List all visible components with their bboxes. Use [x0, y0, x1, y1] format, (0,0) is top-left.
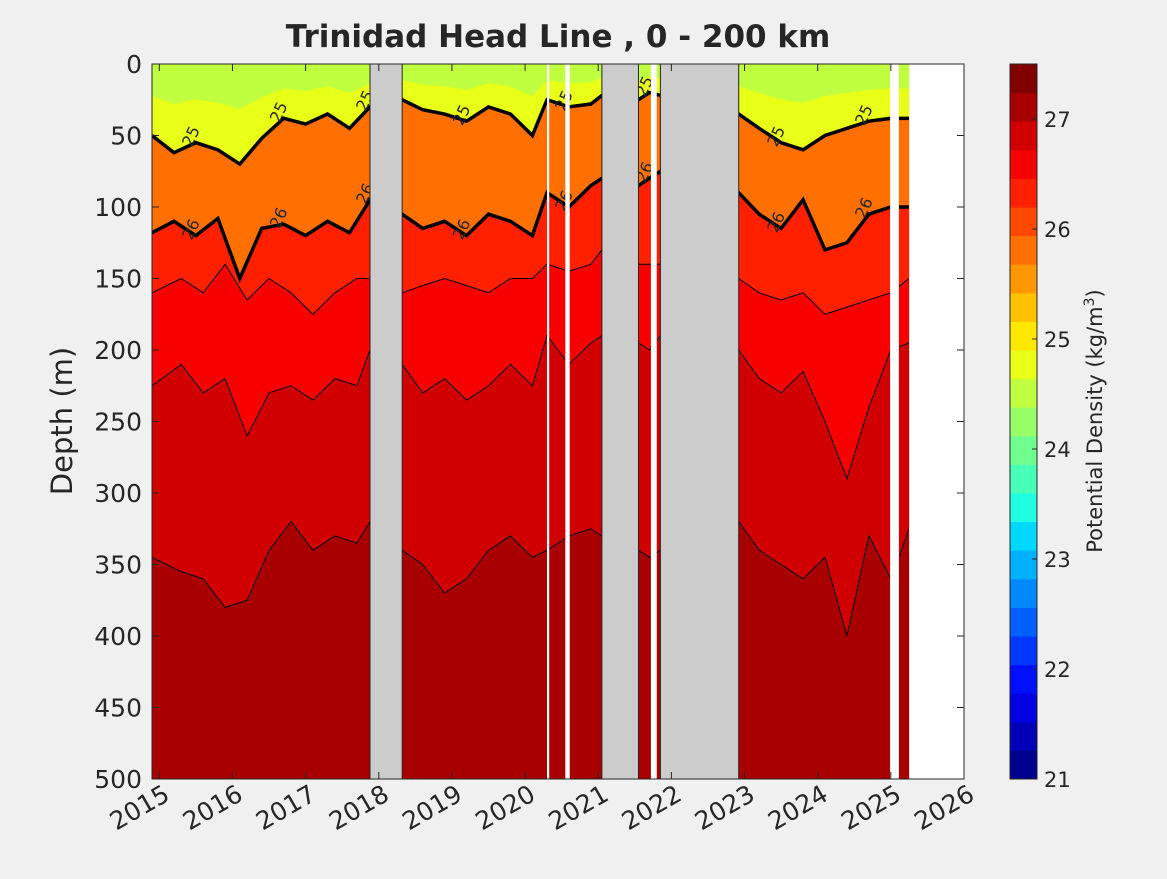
x-tick-label: 2025 [836, 779, 906, 836]
colorbar-step [1010, 235, 1037, 265]
colorbar-frame [1009, 63, 1038, 780]
contour-line-25 [152, 90, 910, 167]
contour-line-26-75 [152, 334, 910, 481]
colorbar-step [1010, 64, 1037, 94]
colorbar-tick-label: 25 [1044, 328, 1071, 352]
y-tick-label: 450 [94, 694, 142, 723]
colorbar-step [1010, 292, 1037, 322]
colorbar-step [1010, 178, 1037, 208]
colorbar-tick-label: 24 [1044, 438, 1071, 462]
y-tick-label: 500 [94, 765, 142, 794]
contour-line-26 [152, 169, 910, 284]
contour-line-26-5 [152, 249, 910, 315]
x-tick-label: 2017 [251, 779, 321, 836]
chart-title: Trinidad Head Line , 0 - 200 km [286, 19, 831, 55]
survey-gap [601, 64, 639, 779]
colorbar-label-superscript: 3 [1082, 297, 1098, 306]
colorbar-step [1010, 264, 1037, 294]
x-tick-label: 2026 [909, 779, 979, 836]
y-tick-label: 0 [126, 50, 142, 79]
y-tick-label: 250 [94, 408, 142, 437]
colorbar-tick-label: 23 [1044, 548, 1071, 572]
no-data-region [565, 64, 570, 779]
survey-gap [659, 64, 740, 779]
survey-gap [369, 64, 403, 779]
colorbar-step [1010, 493, 1037, 523]
colorbar-step [1010, 321, 1037, 351]
no-data-region [909, 64, 964, 779]
y-tick-label: 200 [94, 336, 142, 365]
x-tick-label: 2016 [178, 779, 248, 836]
colorbar-step [1010, 407, 1037, 437]
colorbar: 21 22 23 24 25 26 27 [1009, 63, 1071, 792]
no-data-region [547, 64, 550, 779]
colorbar-step [1010, 435, 1037, 465]
colorbar-label-text: Potential Density (kg/m [1083, 306, 1107, 552]
colorbar-step [1010, 521, 1037, 551]
x-tick-label: 2021 [544, 779, 614, 836]
colorbar-step [1010, 550, 1037, 580]
colorbar-step [1010, 464, 1037, 494]
colorbar-tick-label: 27 [1044, 108, 1071, 132]
colorbar-tick-label: 22 [1044, 658, 1071, 682]
colorbar-step [1010, 350, 1037, 380]
colorbar-step [1010, 149, 1037, 179]
y-tick-label: 300 [94, 479, 142, 508]
no-data-region [650, 64, 657, 779]
colorbar-label: Potential Density (kg/m3) [1082, 289, 1107, 553]
colorbar-step [1010, 578, 1037, 608]
y-axis: 0 50 100 150 200 250 300 350 400 450 500 [94, 50, 964, 794]
y-tick-label: 400 [94, 622, 142, 651]
colorbar-step [1010, 721, 1037, 751]
colorbar-step [1010, 92, 1037, 122]
colorbar-step [1010, 207, 1037, 237]
x-tick-label: 2022 [617, 779, 687, 836]
x-tick-label: 2019 [397, 779, 467, 836]
colorbar-step [1010, 693, 1037, 723]
y-tick-label: 100 [94, 193, 142, 222]
x-tick-label: 2024 [763, 779, 833, 836]
no-data-region [890, 64, 899, 779]
contour-line-26-95 [152, 520, 910, 637]
x-tick-label: 2020 [470, 779, 540, 836]
colorbar-tick-label: 21 [1044, 768, 1071, 792]
colorbar-step [1010, 636, 1037, 666]
x-tick-label: 2023 [690, 779, 760, 836]
y-tick-label: 150 [94, 265, 142, 294]
colorbar-tick-label: 26 [1044, 218, 1071, 242]
colorbar-step [1010, 121, 1037, 151]
colorbar-step [1010, 607, 1037, 637]
y-tick-label: 350 [94, 551, 142, 580]
y-tick-label: 50 [110, 122, 142, 151]
colorbar-step [1010, 378, 1037, 408]
colorbar-label-close: ) [1083, 289, 1107, 297]
y-axis-label: Depth (m) [45, 347, 79, 495]
x-tick-label: 2018 [324, 779, 394, 836]
colorbar-step [1010, 750, 1037, 780]
